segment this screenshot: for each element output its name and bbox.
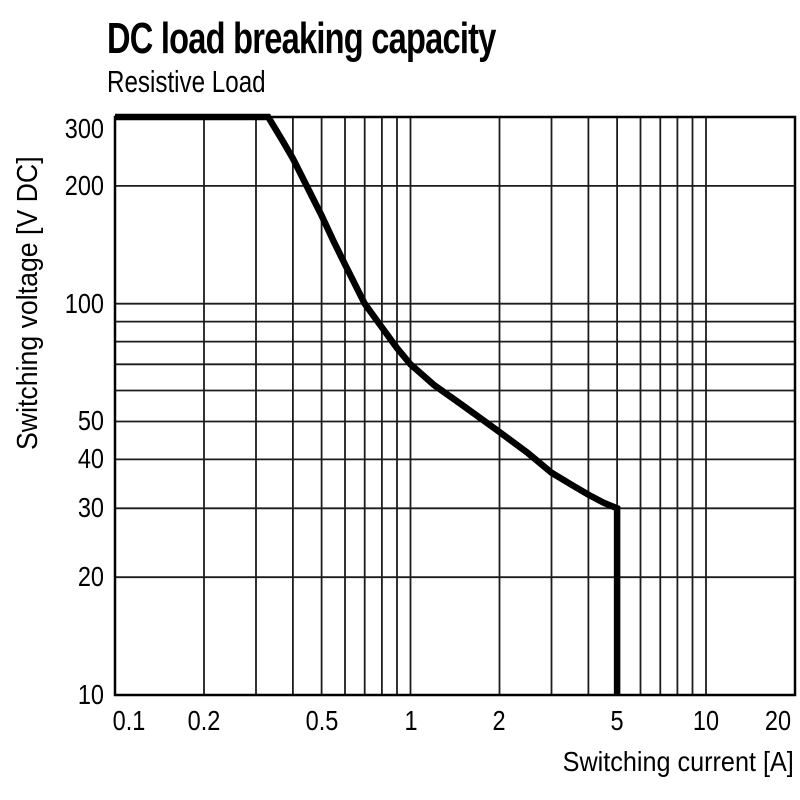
- x-axis-title: Switching current [A]: [562, 746, 794, 777]
- y-tick-label: 10: [77, 679, 104, 710]
- y-tick-label: 50: [77, 405, 104, 437]
- y-tick-label: 100: [64, 287, 104, 319]
- x-tick-label: 1: [403, 705, 418, 736]
- x-tick-label: 2: [492, 705, 507, 736]
- x-tick-label: 10: [692, 705, 720, 736]
- x-tick-label: 0.2: [187, 705, 221, 736]
- x-tick-label: 0.1: [112, 705, 146, 736]
- x-tick-label: 20: [764, 705, 792, 736]
- y-tick-label: 20: [77, 561, 104, 593]
- x-tick-label: 0.5: [305, 705, 338, 736]
- chart-title: DC load breaking capacity: [107, 14, 496, 63]
- y-tick-label: 30: [77, 492, 104, 524]
- y-tick-label: 200: [64, 169, 104, 201]
- capacity-curve: [115, 113, 621, 695]
- chart-subtitle: Resistive Load: [107, 64, 266, 99]
- y-tick-label: 300: [64, 113, 104, 144]
- y-tick-label: 40: [77, 443, 104, 475]
- plot-frame: [113, 115, 797, 697]
- x-tick-label: 5: [610, 705, 624, 736]
